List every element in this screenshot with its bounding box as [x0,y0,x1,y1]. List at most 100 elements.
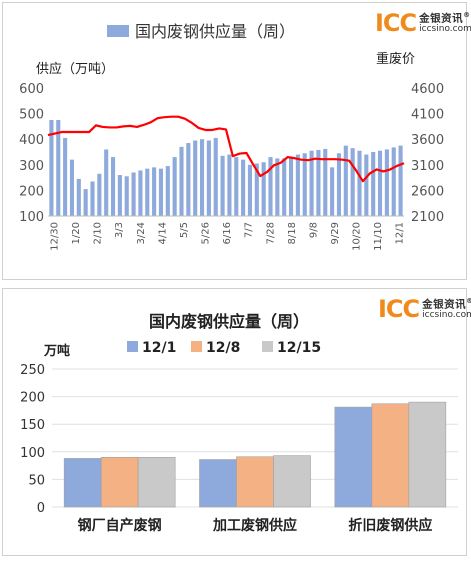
right-tick-label: 3100 [411,159,444,174]
x-tick-label: 12/1 [395,222,406,244]
y-tick-label: 100 [20,446,45,461]
right-tick-label: 3600 [411,133,444,148]
left-tick-label: 600 [19,82,44,97]
supply-bar [124,176,129,216]
supply-bar [261,162,266,216]
icc-logo-2: ICC 金银资讯® iccsino.com [378,297,471,321]
x-tick-label: 1/20 [71,222,82,244]
logo-url-2: iccsino.com [422,309,471,320]
supply-bar [391,147,396,216]
x-tick-label: 2/10 [93,222,104,244]
supply-bar [110,157,116,216]
legend-swatch [262,341,273,352]
supply-bar [76,178,81,216]
supply-bar [165,166,170,216]
bar [334,406,373,508]
logo-name-2: 金银资讯 [422,298,467,311]
supply-bar [49,120,54,216]
supply-breakdown-chart: 国内废钢供应量（周） 万吨 12/1 12/8 12/15 250 200 150 100 50 0… [20,312,458,534]
x-tick-label: 7/28 [265,222,276,244]
y-tick-label: 200 [20,391,45,406]
supply-bar [330,167,335,216]
bar [100,457,139,508]
supply-bar [254,163,259,216]
supply-bar [275,158,280,216]
supply-bar [377,150,383,216]
supply-bar [186,143,191,216]
bar [408,401,447,508]
supply-bar [220,155,225,216]
logo-reg: ® [463,11,471,20]
bar [63,458,102,508]
logo-name: 金银资讯 [419,12,464,25]
legend-label: 12/15 [277,340,321,356]
supply-bar [213,137,218,216]
category-label: 钢厂自产废钢 [78,517,162,534]
left-tick-label: 500 [19,108,44,123]
supply-bar [63,137,68,216]
supply-breakdown-panel: ICC 金银资讯® iccsino.com 国内废钢供应量（周） 万吨 12/1 12… [2,288,471,556]
supply-bar [288,157,294,216]
supply-bar [206,140,211,216]
icc-logo: ICC 金银资讯® iccsino.com [375,11,471,35]
bar [199,459,237,508]
logo-letters: ICC [375,9,417,37]
supply-bar [69,159,75,216]
bar [236,456,274,508]
left-tick-label: 200 [19,184,44,199]
supply-bar [295,154,300,216]
supply-bar [309,150,314,216]
weekly-supply-price-panel: ICC 金银资讯® iccsino.com 国内废钢供应量（周） 供应（万吨） 重废… [2,2,471,280]
left-tick-label: 400 [19,133,44,148]
supply-bar [350,148,355,216]
supply-bar [384,149,389,216]
right-tick-label: 4100 [411,108,444,123]
supply-bar [364,154,369,216]
supply-bar [247,164,253,216]
x-tick-label: 3/24 [136,222,147,244]
legend-swatch [127,341,138,352]
logo-url: iccsino.com [419,23,471,34]
right-axis-label: 重废价 [376,51,415,67]
x-tick-label: 6/16 [222,222,233,244]
supply-bar [83,189,88,216]
y-tick-label: 50 [28,473,45,488]
bar [137,457,176,508]
supply-bar [199,139,205,216]
bar [371,403,410,508]
logo-reg-2: ® [466,297,471,306]
category-label: 折旧废钢供应 [348,517,432,534]
supply-bar [234,157,239,216]
right-tick-label: 2100 [411,210,444,225]
x-tick-label: 9/8 [308,222,319,238]
y-tick-label: 150 [20,418,45,433]
left-tick-label: 300 [19,159,44,174]
supply-bar [371,152,376,216]
right-tick-label: 4600 [411,82,444,97]
chart-title: 国内废钢供应量（周） [149,312,309,331]
right-tick-label: 2600 [411,184,444,199]
legend-swatch [191,341,202,352]
supply-bar [241,159,246,216]
supply-bar [193,140,198,216]
legend-label: 12/1 [142,340,176,356]
logo-letters-2: ICC [378,295,420,323]
category-label: 加工废钢供应 [212,517,297,534]
left-tick-label: 100 [19,210,44,225]
supply-price-chart: 国内废钢供应量（周） 供应（万吨） 重废价 600 500 400 300 200 100 460… [19,22,444,251]
x-tick-label: 9/29 [330,222,341,244]
x-tick-label: 8/18 [287,222,298,244]
x-tick-label: 5/26 [201,222,212,244]
x-tick-label: 10/20 [352,222,363,251]
left-axis-label: 供应（万吨） [36,61,114,77]
supply-bar [138,170,143,216]
x-tick-label: 12/30 [50,222,61,251]
supply-bar [152,167,157,216]
x-tick-label: 7/7 [244,222,255,238]
x-tick-label: 5/5 [179,222,190,238]
supply-bar [56,120,61,216]
supply-bar [131,172,136,216]
supply-bar [316,149,321,216]
supply-bar [172,157,177,216]
supply-bar [268,157,273,216]
